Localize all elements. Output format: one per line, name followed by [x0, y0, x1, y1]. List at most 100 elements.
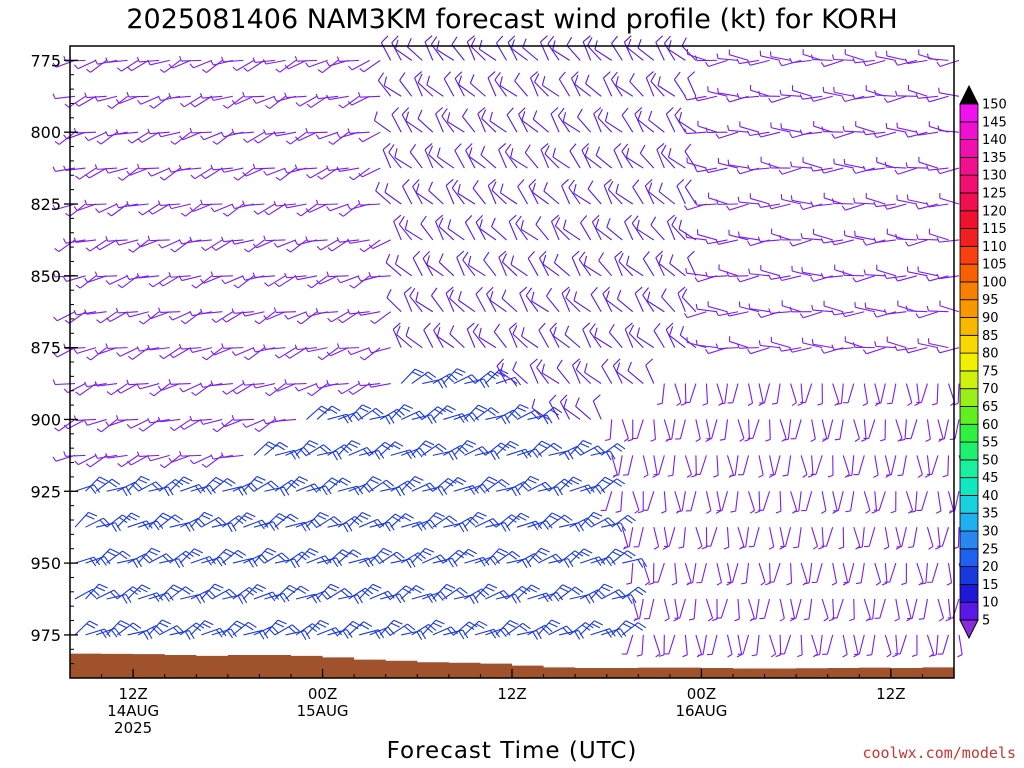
wind-barb — [748, 527, 760, 548]
wind-barb — [436, 327, 455, 349]
wind-barb — [697, 634, 707, 656]
wind-barb — [780, 123, 802, 133]
wind-barb — [873, 311, 897, 318]
wind-barb — [768, 308, 791, 314]
wind-barb — [508, 322, 518, 348]
wind-barb — [790, 161, 812, 169]
wind-barb — [936, 167, 960, 175]
wind-barb — [275, 167, 297, 181]
wind-barb — [789, 306, 812, 313]
wind-barb — [190, 620, 214, 636]
wind-barb — [485, 548, 509, 564]
wind-barb — [243, 131, 265, 143]
wind-barb — [241, 311, 265, 317]
wind-barb — [790, 195, 812, 205]
wind-barb — [263, 167, 286, 176]
wind-barb — [453, 440, 477, 456]
wind-barb — [436, 147, 455, 169]
wind-barb — [428, 145, 444, 169]
wind-barb — [904, 58, 928, 65]
wind-barb — [582, 35, 592, 61]
wind-barb — [189, 127, 212, 134]
wind-barb — [648, 110, 665, 133]
colorbar-label: 60 — [982, 418, 999, 433]
wind-barb — [201, 59, 223, 73]
wind-barb — [657, 383, 665, 405]
colorbar-label: 5 — [982, 614, 990, 629]
wind-barb — [916, 234, 938, 241]
wind-barb — [326, 379, 349, 386]
wind-barb — [926, 53, 949, 61]
wind-barb — [841, 203, 865, 211]
wind-barb — [521, 111, 539, 133]
wind-barb — [474, 407, 500, 420]
wind-barb — [467, 255, 486, 277]
wind-barb — [394, 39, 413, 61]
wind-barb — [443, 71, 455, 97]
wind-barb — [737, 419, 745, 442]
wind-barb — [417, 109, 434, 133]
wind-barb — [508, 214, 518, 241]
wind-barb — [883, 273, 907, 280]
wind-barb — [736, 634, 743, 658]
wind-barb — [863, 269, 886, 277]
wind-barb — [231, 347, 255, 357]
wind-barb — [316, 583, 340, 600]
wind-barb — [127, 520, 153, 531]
wind-barb — [833, 491, 844, 512]
wind-barb — [400, 475, 424, 492]
wind-barb — [701, 527, 708, 550]
wind-barb — [211, 548, 235, 564]
wind-barb — [395, 254, 413, 277]
colorbar-segment — [959, 601, 979, 621]
wind-barb — [645, 358, 655, 384]
wind-barb — [778, 167, 802, 175]
wind-barb — [625, 147, 644, 169]
wind-barb — [810, 166, 833, 172]
wind-barb — [582, 322, 592, 348]
wind-barb — [483, 251, 497, 277]
wind-barb — [212, 131, 234, 145]
wind-barb — [884, 562, 897, 583]
wind-barb — [747, 59, 770, 66]
wind-barb — [315, 131, 339, 140]
wind-barb — [681, 37, 697, 61]
wind-barb — [615, 183, 634, 205]
wind-barb — [432, 405, 456, 420]
wind-barb — [498, 250, 507, 277]
wind-barb — [357, 310, 381, 316]
wind-barb — [578, 251, 592, 277]
wind-barb — [137, 163, 160, 170]
wind-barb — [512, 325, 528, 349]
wind-barb — [653, 562, 665, 583]
wind-barb — [886, 455, 897, 476]
wind-barb — [938, 87, 960, 97]
wind-barb — [436, 40, 455, 61]
wind-barb — [377, 72, 392, 97]
wind-barb — [179, 451, 202, 457]
wind-barb — [855, 563, 865, 585]
colorbar-segment — [959, 281, 979, 301]
wind-barb — [358, 131, 381, 143]
wind-barb — [611, 550, 636, 564]
wind-barb — [626, 563, 634, 585]
y-tick-label: 800 — [30, 123, 61, 142]
x-tick-label: 00Z — [308, 685, 337, 703]
wind-barb — [549, 322, 560, 348]
wind-barb — [285, 131, 307, 145]
wind-barb — [818, 527, 824, 550]
wind-barb — [572, 358, 581, 384]
colorbar-segment — [959, 299, 979, 318]
wind-barb — [540, 142, 550, 169]
wind-barb — [383, 76, 402, 97]
wind-barb — [524, 144, 539, 169]
wind-barb — [85, 628, 111, 639]
wind-barb — [307, 275, 328, 289]
wind-barb — [747, 383, 754, 407]
wind-barb — [728, 229, 749, 241]
wind-barb — [468, 147, 486, 169]
wind-barb — [63, 165, 86, 171]
wind-barb — [137, 95, 160, 105]
wind-barb — [615, 491, 623, 513]
wind-barb — [394, 148, 413, 169]
